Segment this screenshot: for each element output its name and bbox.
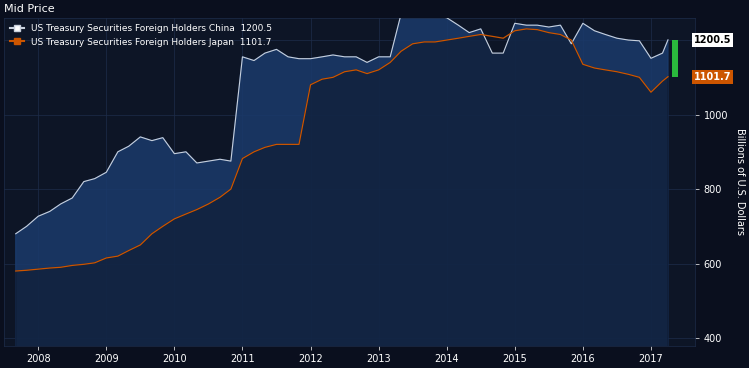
Text: 1101.7: 1101.7 [694, 72, 731, 82]
Text: Mid Price: Mid Price [4, 4, 55, 14]
Bar [672, 40, 678, 77]
Text: 1200.5: 1200.5 [694, 35, 731, 45]
Legend: US Treasury Securities Foreign Holders China  1200.5, US Treasury Securities For: US Treasury Securities Foreign Holders C… [7, 21, 276, 50]
Y-axis label: Billions of U.S. Dollars: Billions of U.S. Dollars [735, 128, 745, 235]
